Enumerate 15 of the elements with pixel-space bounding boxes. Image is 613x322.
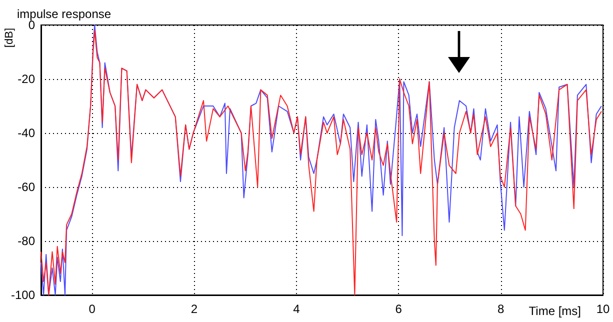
y-tick-label: -60 <box>18 180 36 194</box>
y-axis-title: [dB] <box>4 28 16 48</box>
y-tick-label: -100 <box>10 288 36 302</box>
y-tick-label: -20 <box>18 72 36 86</box>
x-tick-label: 4 <box>293 302 300 316</box>
y-tick-label: 0 <box>28 18 36 32</box>
chart-title: impulse response <box>17 7 112 21</box>
x-tick-label: 6 <box>395 302 402 316</box>
y-tick-label: -80 <box>18 234 36 248</box>
x-axis-title: Time [ms] <box>528 304 581 318</box>
y-tick-label: -40 <box>18 126 36 140</box>
x-tick-label: 8 <box>497 302 504 316</box>
x-tick-label: 10 <box>596 302 610 316</box>
x-tick-label: 2 <box>190 302 198 316</box>
x-tick-label: 0 <box>88 302 96 316</box>
